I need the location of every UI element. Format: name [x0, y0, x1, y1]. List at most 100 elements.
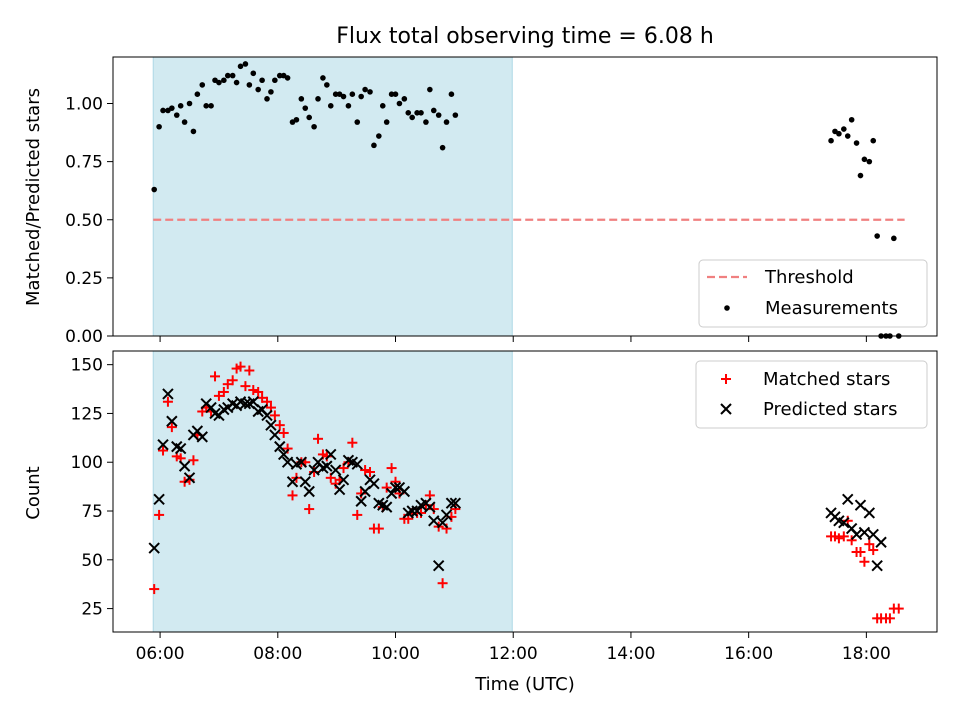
measurement-point — [848, 116, 855, 123]
legend-matched-label: Matched stars — [763, 369, 890, 390]
measurement-point — [173, 112, 180, 118]
predicted-point — [337, 474, 350, 486]
measurement-point — [246, 82, 253, 88]
measurement-point — [250, 70, 257, 77]
matched-point — [162, 396, 173, 407]
x-tick-label: 10:00 — [371, 644, 420, 664]
matched-point — [365, 466, 376, 477]
observing-window-shade — [152, 56, 513, 337]
legend-cross — [720, 403, 732, 415]
measurement-point — [264, 96, 270, 102]
measurement-point — [293, 116, 300, 123]
predicted-point — [308, 464, 320, 476]
measurement-point — [354, 119, 361, 125]
measurement-point — [221, 77, 227, 84]
measurement-point — [379, 103, 386, 109]
predicted-point — [148, 542, 160, 554]
measurement-point — [401, 96, 408, 102]
matched-point — [868, 545, 879, 556]
measurement-point — [423, 119, 429, 125]
x-tick-label: 16:00 — [724, 644, 773, 664]
predicted-point — [299, 476, 311, 488]
measurement-point — [224, 72, 231, 79]
matched-point — [304, 504, 315, 515]
predicted-point — [398, 485, 411, 498]
measurement-point — [203, 103, 209, 109]
measurement-point — [448, 91, 455, 97]
measurement-point — [435, 112, 442, 118]
matched-point — [253, 386, 264, 397]
matched-point — [210, 371, 221, 382]
predicted-point — [432, 559, 445, 572]
y-tick-label: 0.25 — [65, 269, 103, 289]
measurement-point — [828, 137, 834, 144]
predicted-point — [269, 429, 281, 441]
matched-point — [218, 386, 229, 397]
y-tick-label: 0.75 — [65, 153, 103, 173]
y-tick-label: 0.50 — [65, 211, 103, 231]
measurement-point — [844, 133, 851, 139]
matched-point — [360, 465, 371, 476]
measurement-point — [861, 156, 868, 163]
matched-point — [269, 410, 280, 421]
matched-point — [884, 613, 895, 624]
top-legend: Threshold Measurements — [698, 259, 928, 328]
measurement-point — [324, 82, 330, 88]
matched-point — [437, 578, 448, 589]
measurement-point — [439, 144, 446, 151]
matched-point — [240, 381, 251, 392]
measurement-point — [358, 93, 364, 100]
measurement-point — [255, 86, 261, 93]
measurement-point — [418, 110, 424, 116]
predicted-point — [295, 456, 308, 468]
measurement-point — [443, 119, 450, 125]
predicted-point — [875, 536, 887, 548]
predicted-point — [261, 409, 273, 422]
measurement-point — [199, 82, 206, 88]
predicted-point — [329, 464, 342, 476]
measurement-point — [276, 72, 283, 79]
y-tick-label: 150 — [71, 356, 103, 376]
predicted-point — [265, 419, 277, 431]
predicted-point — [178, 460, 191, 472]
legend-measurements-label: Measurements — [765, 298, 898, 319]
bottom-plot: 25 50 75 100 125 150 06:00 08:00 10:00 12:00 14:0… — [23, 350, 938, 695]
predicted-point — [153, 493, 165, 506]
measurement-point — [891, 235, 897, 242]
measurement-point — [853, 140, 860, 146]
measurement-point — [414, 110, 420, 116]
matched-point — [347, 437, 358, 448]
measurement-point — [367, 89, 373, 95]
measurement-point — [298, 96, 305, 102]
legend-measurements-marker — [724, 305, 730, 311]
measurement-point — [242, 61, 249, 67]
top-y-axis-label: Matched/Predicted stars — [23, 88, 44, 306]
matched-point — [287, 490, 298, 501]
matched-point — [864, 539, 875, 550]
predicted-point — [281, 456, 294, 468]
measurement-point — [452, 112, 459, 118]
measurement-point — [430, 107, 437, 114]
predicted-point — [274, 440, 286, 453]
measurement-point — [388, 91, 395, 97]
y-tick-label: 50 — [81, 551, 103, 571]
chart-title: Flux total observing time = 6.08 h — [336, 24, 714, 49]
measurement-point — [383, 119, 390, 125]
measurement-point — [866, 158, 873, 165]
matched-point — [846, 535, 857, 546]
measurement-point — [409, 114, 415, 121]
measurement-point — [169, 105, 175, 111]
y-tick-label: 100 — [71, 453, 103, 473]
observing-window-shade — [152, 350, 513, 633]
predicted-point — [277, 448, 290, 461]
measurement-point — [371, 142, 377, 149]
measurement-point — [857, 172, 864, 179]
measurement-point — [836, 130, 842, 137]
predicted-point — [157, 438, 169, 451]
measurement-point — [320, 75, 326, 81]
measurement-point — [392, 91, 399, 97]
matched-point — [893, 603, 904, 614]
predicted-point — [380, 501, 393, 513]
legend-predicted-marker — [720, 403, 732, 415]
